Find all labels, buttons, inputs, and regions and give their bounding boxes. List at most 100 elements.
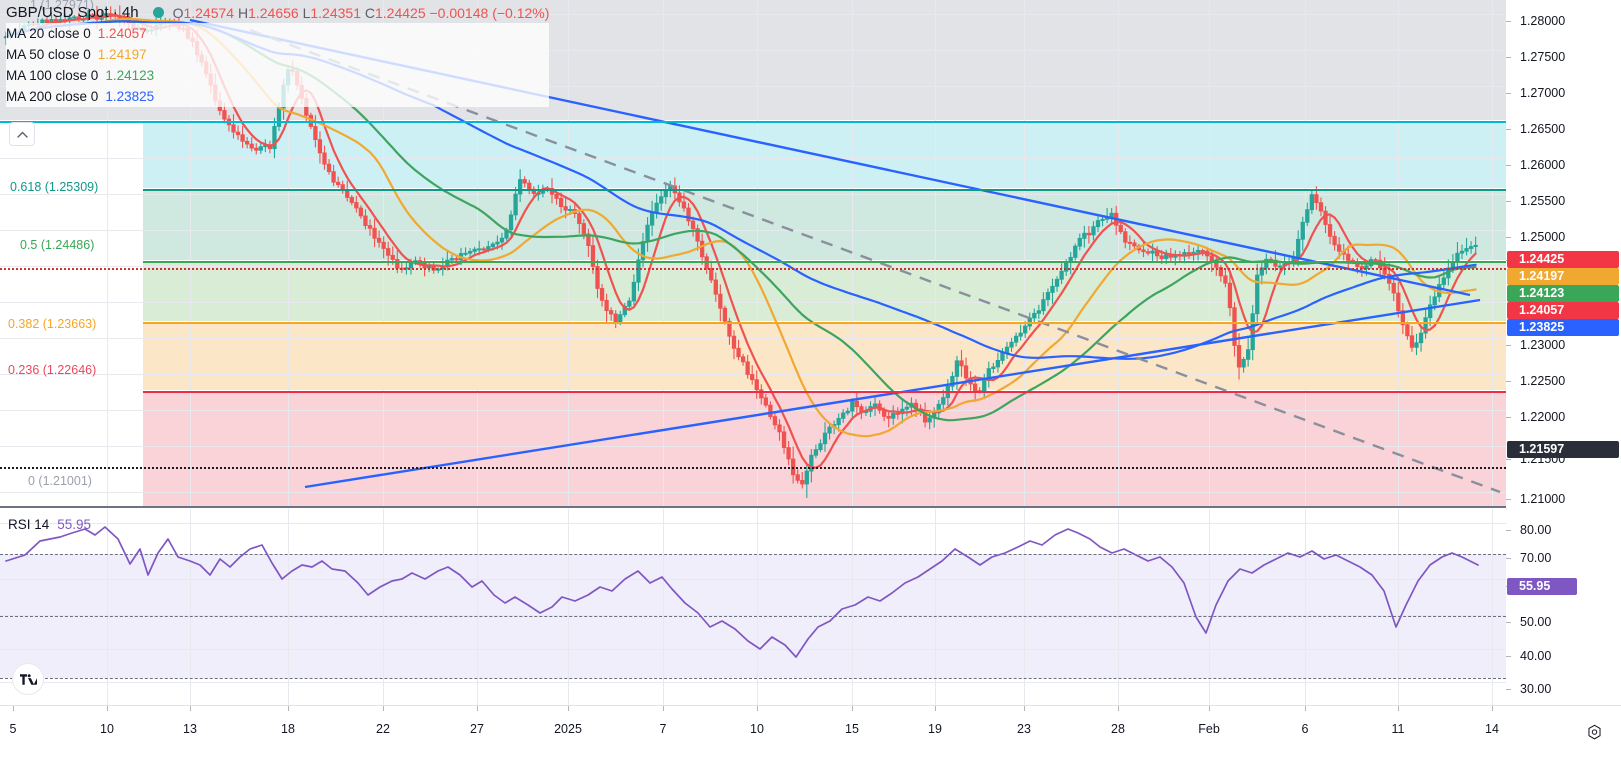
axis-tick-mark [1506, 93, 1511, 94]
price-tick-label: 1.22000 [1520, 410, 1566, 424]
time-axis[interactable]: 5 10 13 18 22 27 2025 7 10 15 19 23 28 Feb 6 11 14 [0, 706, 1621, 760]
price-axis[interactable]: 1.28000 1.27500 1.27000 1.26500 1.26000 1.255… [1506, 0, 1621, 508]
time-tick-label: 10 [750, 722, 764, 736]
last-price-dotted-line [0, 268, 1506, 270]
band-orange [143, 323, 1506, 390]
fib-label-0236: 0.236 (1.22646) [8, 363, 97, 377]
ma50-value: 1.24197 [97, 47, 147, 62]
time-tick-label: 22 [376, 722, 390, 736]
legend-title-row[interactable]: GBP/USD Spot · 4h O1.24574 H1.24656 L1.2… [6, 2, 549, 23]
time-tick-mark [663, 706, 664, 711]
ma20-name: MA 20 close 0 [6, 26, 91, 41]
price-tick-label: 1.22500 [1520, 374, 1566, 388]
time-tick-mark [477, 706, 478, 711]
indicator-ma20[interactable]: MA 20 close 0 1.24057 [6, 23, 550, 44]
indicator-ma100[interactable]: MA 100 close 0 1.24123 [6, 65, 550, 86]
tradingview-logo[interactable] [12, 663, 44, 695]
collapse-pane-button[interactable] [9, 122, 35, 146]
axis-tick-mark [1506, 57, 1511, 58]
time-tick-label: 7 [659, 722, 667, 736]
time-tick-mark [190, 706, 191, 711]
chart-legend: GBP/USD Spot · 4h O1.24574 H1.24656 L1.2… [6, 2, 550, 107]
rsi-name: RSI 14 [8, 517, 50, 532]
time-tick-label: Feb [1198, 722, 1220, 736]
time-tick-label: 27 [470, 722, 484, 736]
tradingview-logo-icon [19, 673, 37, 685]
ma20-price-badge[interactable]: 1.24057 [1507, 302, 1619, 319]
open-label: O [172, 4, 184, 21]
rsi-value-badge[interactable]: 55.95 [1507, 578, 1577, 595]
ma100-value: 1.24123 [105, 68, 155, 83]
rsi-tick-label: 40.00 [1520, 649, 1552, 663]
rsi-pane[interactable]: RSI 14 55.95 [0, 509, 1506, 705]
ma200-price-badge[interactable]: 1.23825 [1507, 319, 1619, 336]
settings-gear-icon[interactable] [1586, 724, 1603, 746]
symbol-title: GBP/USD Spot · 4h [6, 4, 139, 21]
ma50-name: MA 50 close 0 [6, 47, 91, 62]
time-axis-divider [0, 705, 1621, 706]
axis-tick-mark [1506, 381, 1511, 382]
last-price-badge[interactable]: 1.24425 [1507, 251, 1619, 268]
open-value: 1.24574 [183, 4, 235, 21]
band-green [143, 262, 1506, 321]
fib-label-0618: 0.618 (1.25309) [10, 180, 99, 194]
fib-label-1: 1 (1.27971) [30, 0, 94, 12]
time-tick-mark [1024, 706, 1025, 711]
axis-tick-mark [1506, 345, 1511, 346]
price-tick-label: 1.26000 [1520, 158, 1566, 172]
time-tick-label: 10 [100, 722, 114, 736]
time-tick-label: 15 [845, 722, 859, 736]
pane-separator[interactable] [0, 506, 1506, 508]
time-tick-label: 23 [1017, 722, 1031, 736]
time-tick-label: 2025 [554, 722, 582, 736]
high-label: H [237, 4, 249, 21]
market-status-dot [152, 7, 164, 18]
time-tick-mark [1305, 706, 1306, 711]
ma20-value: 1.24057 [97, 26, 147, 41]
time-tick-mark [107, 706, 108, 711]
axis-tick-mark [1506, 237, 1511, 238]
level-price-badge[interactable]: 1.21597 [1507, 441, 1619, 458]
ma100-name: MA 100 close 0 [6, 68, 99, 83]
fib-line-0236 [143, 391, 1506, 393]
low-value: 1.24351 [310, 4, 361, 21]
ma50-price-badge[interactable]: 1.24197 [1507, 268, 1619, 285]
axis-tick-mark [1506, 129, 1511, 130]
price-tick-label: 1.27000 [1520, 86, 1566, 100]
time-tick-label: 18 [281, 722, 295, 736]
time-tick-mark [288, 706, 289, 711]
indicator-ma200[interactable]: MA 200 close 0 1.23825 [6, 86, 550, 107]
support-dotted-line [0, 467, 1506, 469]
axis-tick-mark [1506, 558, 1511, 559]
rsi-legend[interactable]: RSI 14 55.95 [8, 517, 91, 532]
price-tick-label: 1.23000 [1520, 338, 1566, 352]
time-tick-label: 14 [1485, 722, 1499, 736]
time-tick-mark [568, 706, 569, 711]
axis-tick-mark [1506, 201, 1511, 202]
axis-tick-mark [1506, 21, 1511, 22]
fib-label-0: 0 (1.21001) [28, 474, 92, 488]
rsi-tick-label: 80.00 [1520, 523, 1552, 537]
indicator-ma50[interactable]: MA 50 close 0 1.24197 [6, 44, 550, 65]
chevron-up-icon [16, 131, 28, 138]
close-value: 1.24425 [375, 4, 426, 21]
time-tick-mark [757, 706, 758, 711]
rsi-guide-30 [0, 678, 1506, 679]
ma100-price-badge[interactable]: 1.24123 [1507, 285, 1619, 302]
time-tick-label: 13 [183, 722, 197, 736]
ma200-value: 1.23825 [105, 89, 155, 104]
ohlc-values: O1.24574 H1.24656 L1.24351 C1.24425 −0.0… [173, 5, 550, 21]
fib-label-0382: 0.382 (1.23663) [8, 317, 97, 331]
axis-tick-mark [1506, 499, 1511, 500]
time-tick-mark [13, 706, 14, 711]
time-tick-mark [852, 706, 853, 711]
axis-tick-mark [1506, 656, 1511, 657]
close-label: C [364, 4, 375, 21]
rsi-tick-label: 30.00 [1520, 682, 1552, 696]
change-value: −0.00148 [429, 4, 489, 21]
time-tick-label: 19 [928, 722, 942, 736]
change-percent: (−0.12%) [492, 4, 550, 21]
time-tick-mark [935, 706, 936, 711]
time-tick-label: 28 [1111, 722, 1125, 736]
